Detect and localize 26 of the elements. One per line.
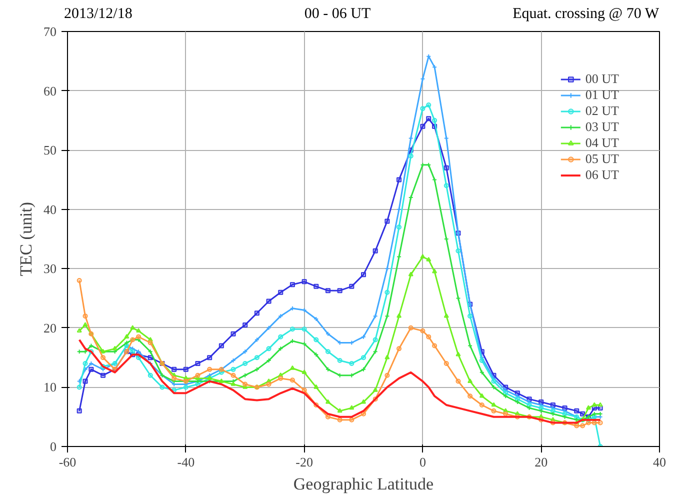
x-tick-label: 40	[653, 454, 666, 470]
text: Equat. crossing @ 70 W	[512, 5, 659, 24]
legend-label: 03 UT	[585, 119, 619, 135]
x-tick-label: 20	[534, 454, 548, 470]
legend-label: 01 UT	[585, 87, 619, 103]
x-tick-label: -20	[296, 454, 313, 470]
legend-label: 02 UT	[585, 103, 619, 119]
y-axis-title: TEC (unit)	[16, 202, 36, 276]
legend-label: 06 UT	[585, 167, 619, 183]
y-tick-label: 0	[50, 439, 56, 454]
x-tick-label: -40	[177, 454, 195, 470]
legend-label: 05 UT	[585, 151, 619, 167]
y-tick-label: 50	[44, 142, 56, 158]
y-tick-label: 20	[44, 320, 56, 336]
text: 2013/12/18	[64, 5, 132, 24]
y-tick-label: 60	[44, 83, 56, 98]
y-tick-label: 10	[44, 380, 56, 395]
y-tick-label: 30	[44, 261, 56, 276]
x-tick-label: -60	[58, 454, 76, 470]
x-tick-label: 0	[419, 454, 426, 470]
x-axis-title: Geographic Latitude	[293, 474, 434, 494]
y-tick-label: 40	[44, 202, 56, 217]
legend-label: 00 UT	[585, 71, 619, 87]
y-tick-label: 70	[44, 24, 56, 39]
legend-label: 04 UT	[585, 135, 619, 151]
chart-title: 00 - 06 UT	[304, 6, 371, 22]
